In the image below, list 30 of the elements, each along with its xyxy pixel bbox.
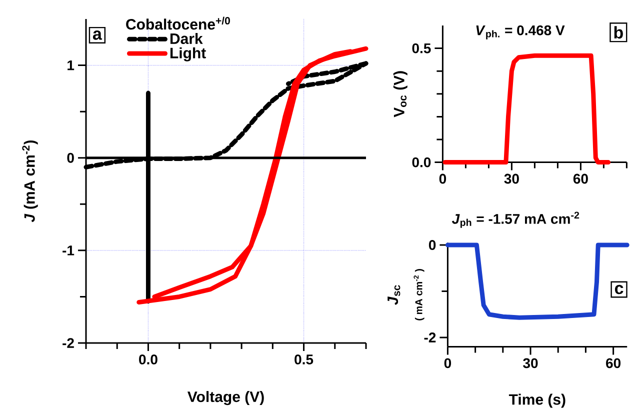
x-tick-label: 60 — [573, 174, 588, 184]
legend-label: Light — [170, 47, 206, 62]
x-tick-label: 30 — [523, 358, 538, 368]
annotation: V$_{ph.}$ = 0.468 V — [476, 25, 565, 40]
x-tick-label: 0 — [444, 358, 452, 368]
legend-label: Dark — [170, 32, 203, 44]
y-tick-label: 0.0 — [412, 157, 431, 168]
legend-title: Cobaltocene$^{+/0}$ — [126, 16, 230, 30]
y-tick-label: -1 — [62, 246, 74, 256]
y-tick-label: -2 — [62, 338, 74, 348]
x-tick-label: 30 — [504, 174, 519, 184]
y-tick-label: -2 — [424, 332, 436, 342]
y-tick-label: 0 — [67, 152, 74, 163]
x-tick-label: 0.5 — [294, 354, 314, 364]
y-axis-title: J (mA cm$^{-2}$) — [22, 140, 38, 222]
x-axis-title: Time (s) — [508, 394, 566, 408]
y-axis-title: J$_{sc}$ — [388, 285, 400, 305]
text: J$_{ph}$ = -1.57 mA cm$^{-2}$ — [452, 212, 580, 228]
text: ( mA cm$^{-2}$ ) — [414, 269, 424, 320]
x-axis-title: Voltage (V) — [187, 391, 264, 406]
annotation: c — [614, 284, 624, 294]
y-axis-title: V$_{oc}$ (V) — [393, 71, 408, 118]
x-tick-label: 0 — [439, 174, 446, 184]
y-tick-label: 0 — [428, 240, 436, 250]
x-tick-label: 0.0 — [139, 354, 158, 364]
annotation: b — [614, 26, 623, 39]
y-tick-label: 1 — [68, 60, 74, 70]
annotation: a — [92, 30, 102, 40]
y-tick-label: 0.5 — [412, 43, 431, 54]
x-tick-label: 60 — [606, 358, 621, 368]
